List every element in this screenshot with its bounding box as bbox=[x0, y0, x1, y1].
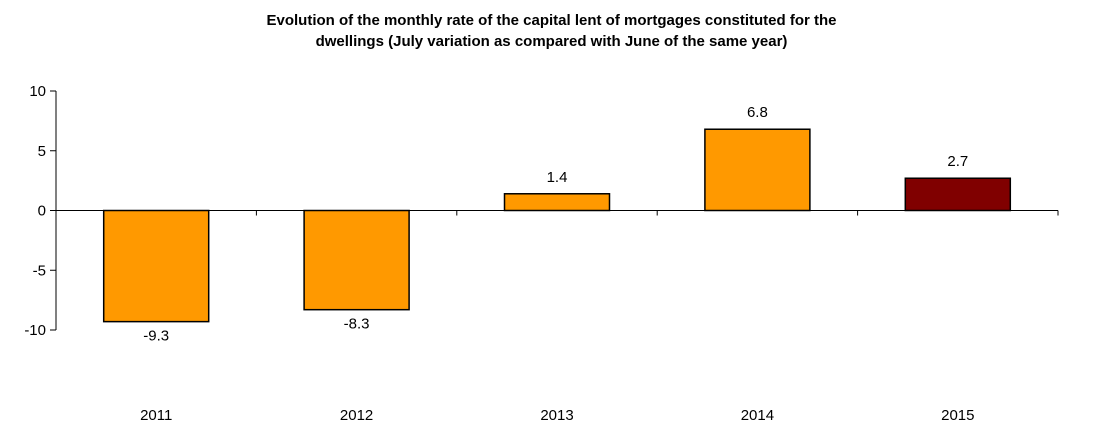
chart-bars bbox=[102, 128, 1012, 323]
y-tick-label: 0 bbox=[38, 203, 46, 220]
x-category-label: 2011 bbox=[140, 407, 172, 424]
data-label: -8.3 bbox=[344, 316, 370, 333]
bar bbox=[303, 209, 410, 311]
x-category-label: 2015 bbox=[941, 407, 974, 424]
data-label: 1.4 bbox=[547, 169, 568, 186]
bar bbox=[704, 128, 811, 212]
y-tick-label: 10 bbox=[29, 83, 46, 100]
bar bbox=[904, 177, 1012, 212]
data-label: 2.7 bbox=[947, 153, 968, 170]
data-label: 6.8 bbox=[747, 104, 768, 121]
chart-title-line-2: dwellings (July variation as compared wi… bbox=[315, 33, 788, 50]
y-tick-label: -5 bbox=[33, 262, 46, 279]
y-tick-label: -10 bbox=[24, 322, 46, 339]
x-category-label: 2014 bbox=[741, 407, 774, 424]
data-label: -9.3 bbox=[143, 328, 169, 345]
y-tick-label: 5 bbox=[38, 143, 46, 160]
x-category-label: 2013 bbox=[540, 407, 573, 424]
chart-labels: -9.3 2011 -8.3 2012 1.4 2013 6.8 2014 2.7 2015 bbox=[140, 104, 974, 424]
chart-title-line-1: Evolution of the monthly rate of the cap… bbox=[266, 12, 837, 29]
chart-title: Evolution of the monthly rate of the cap… bbox=[0, 10, 1103, 52]
bar bbox=[503, 193, 611, 212]
x-category-label: 2012 bbox=[340, 407, 373, 424]
bar bbox=[102, 209, 210, 323]
